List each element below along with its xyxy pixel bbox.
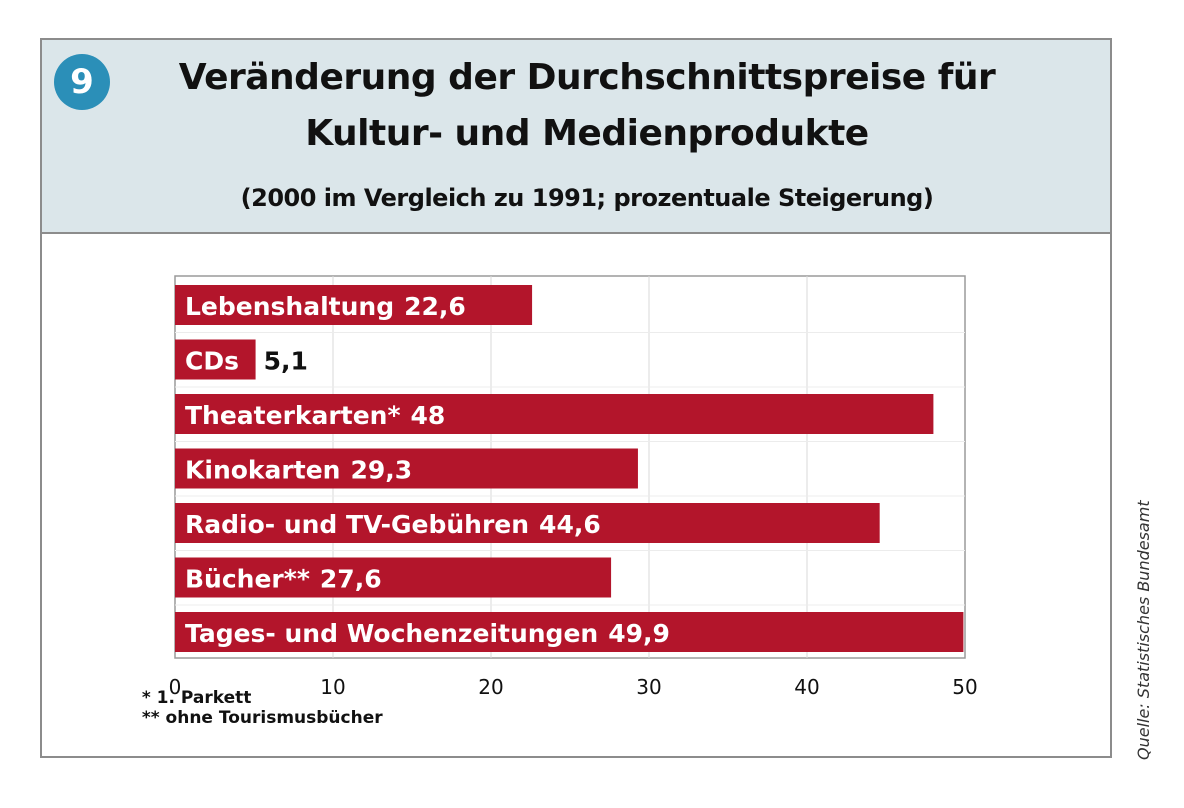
x-tick-label-10: 10	[320, 675, 345, 699]
x-tick-label-0: 0	[169, 675, 182, 699]
bar-3	[175, 394, 934, 434]
x-tick-label-50: 50	[952, 675, 977, 699]
chart-number-badge: 9	[54, 54, 110, 110]
source-note: Quelle: Statistisches Bundesamt	[1134, 500, 1153, 760]
x-tick-label-30: 30	[636, 675, 661, 699]
bar-category-label-7: Tages- und Wochenzeitungen	[185, 619, 598, 648]
bar-category-label-4: Kinokarten	[185, 456, 340, 485]
footnote-tourismus: ** ohne Tourismusbücher	[141, 708, 383, 728]
bar-1	[175, 285, 533, 325]
bar-value-label-6: 27,6	[320, 565, 382, 594]
bar-category-label-1: Lebenshaltung	[185, 292, 394, 321]
bar-2	[175, 339, 256, 380]
chart-title-line-1: Veränderung der Durchschnittspreise für	[178, 57, 996, 98]
x-tick-label-40: 40	[794, 675, 819, 699]
bar-value-label-7: 49,9	[608, 619, 670, 648]
footnote-parkett: * 1. Parkett	[141, 688, 252, 708]
x-tick-label-20: 20	[478, 675, 503, 699]
chart-subtitle: (2000 im Vergleich zu 1991; prozentuale …	[240, 184, 934, 212]
footnotes: * 1. Parkett ** ohne Tourismusbücher	[130, 668, 409, 728]
chart-header: 9 Veränderung der Durchschnittspreise fü…	[42, 40, 1110, 234]
bar-4	[175, 448, 638, 489]
bar-value-label-2: 5,1	[264, 347, 308, 376]
chart-title: Veränderung der Durchschnittspreise für …	[162, 50, 1012, 162]
bar-6	[175, 557, 612, 598]
bar-value-label-4: 29,3	[350, 456, 412, 485]
bar-value-label-5: 44,6	[539, 510, 601, 539]
bar-category-label-6: Bücher**	[185, 565, 310, 594]
bar-category-label-5: Radio- und TV-Gebühren	[185, 510, 529, 539]
bar-category-label-2: CDs	[185, 347, 239, 376]
chart-title-line-2: Kultur- und Medienprodukte	[305, 113, 869, 154]
bar-category-label-3: Theaterkarten*	[185, 401, 401, 430]
bar-value-label-3: 48	[411, 401, 446, 430]
bar-value-label-1: 22,6	[404, 292, 466, 321]
bar-5	[175, 503, 880, 543]
bar-7	[175, 612, 964, 652]
